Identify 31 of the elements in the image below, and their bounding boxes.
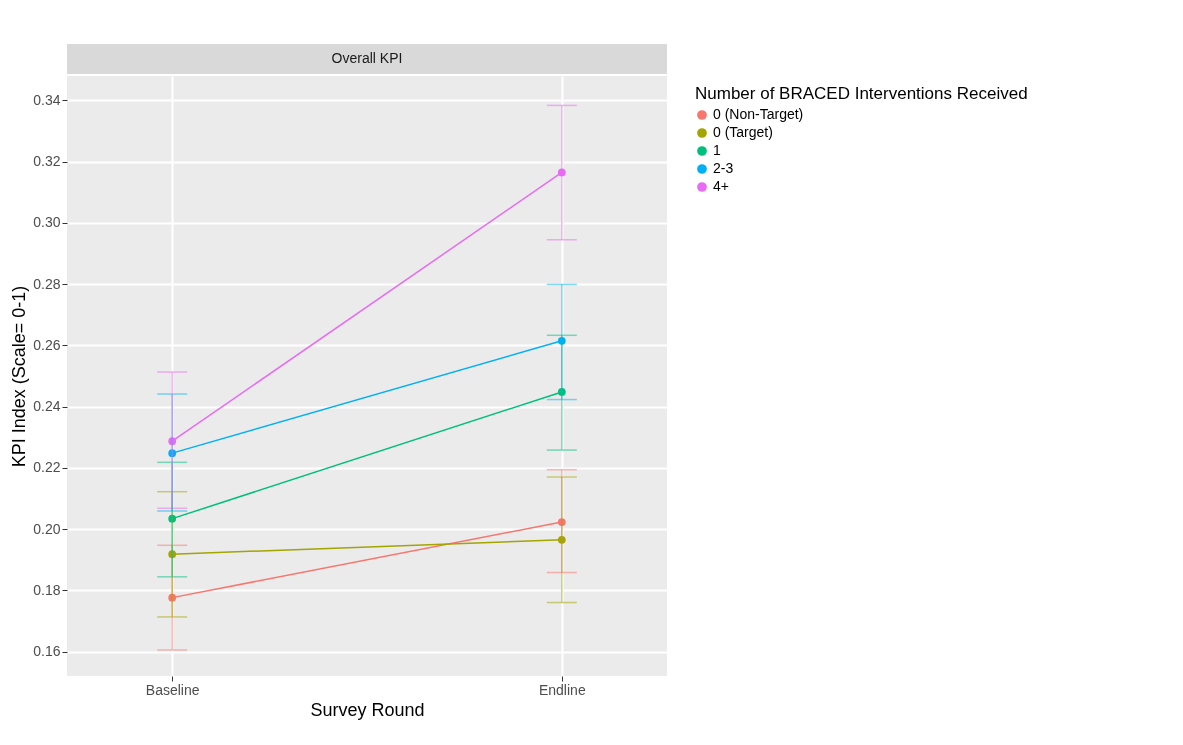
y-tick-label: 0.28 [33,275,61,292]
y-tick-label: 0.20 [33,520,61,537]
point [557,388,566,396]
y-tick-label: 0.34 [33,91,61,108]
point [557,535,566,544]
x-tick-label: Baseline [145,681,200,698]
point [168,593,177,602]
y-axis-title: KPI Index (Scale= 0-1) [9,285,30,468]
y-tick-label: 0.22 [33,459,61,476]
point [168,449,177,458]
y-tick-label: 0.32 [33,153,61,170]
y-tick-label: 0.16 [33,643,61,660]
point [557,518,566,526]
legend-label: 4+ [713,178,729,194]
x-axis-title: Survey Round [310,699,425,720]
y-tick-label: 0.24 [33,398,61,415]
legend-title: Number of BRACED Interventions Received [695,84,1028,103]
legend-label: 0 (Target) [713,124,773,140]
y-tick-label: 0.18 [33,581,61,598]
legend-label: 2-3 [713,160,734,176]
point [168,550,177,559]
chart-title: Overall KPI [331,50,403,66]
x-tick-label: Endline [538,681,586,698]
y-tick-label: 0.30 [33,214,61,231]
point [557,336,566,345]
legend-label: 0 (Non-Target) [713,106,804,122]
legend-label: 1 [713,142,721,158]
point [168,437,177,446]
point [168,514,177,523]
point [557,168,566,177]
y-tick-label: 0.26 [33,336,61,353]
